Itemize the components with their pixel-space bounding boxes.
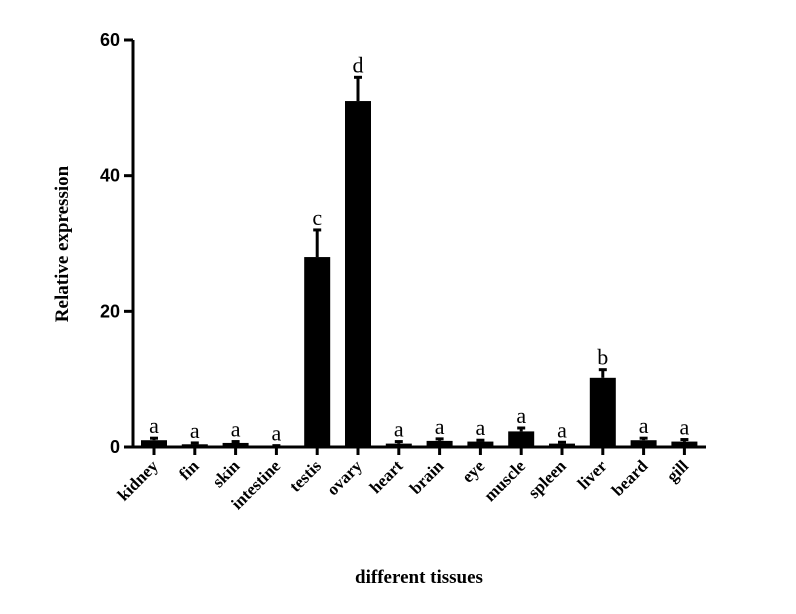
x-tick-label: muscle — [480, 456, 529, 505]
significance-label: a — [394, 417, 404, 442]
significance-label: d — [353, 52, 364, 77]
bar-skin — [222, 442, 249, 447]
x-tick-label: spleen — [524, 456, 570, 502]
x-tick-label: ovary — [323, 456, 366, 499]
significance-label: a — [680, 415, 690, 440]
y-axis-title: Relative expression — [52, 165, 73, 322]
x-tick-label: gill — [663, 456, 693, 486]
significance-label: b — [597, 345, 608, 370]
y-tick-label: 40 — [100, 166, 120, 186]
x-tick-label: brain — [406, 456, 448, 498]
y-tick-label: 0 — [110, 437, 120, 457]
significance-label: a — [231, 417, 241, 442]
bar-eye — [467, 441, 494, 447]
bar-beard — [630, 440, 657, 447]
x-tick-label: testis — [286, 456, 326, 496]
bar-brain — [426, 440, 453, 447]
y-axis: 0 20 40 60 — [100, 30, 135, 457]
significance-label: a — [272, 421, 282, 446]
significance-label: a — [190, 418, 200, 443]
significance-label: a — [435, 414, 445, 439]
y-tick-label: 60 — [100, 30, 120, 50]
bar-heart — [385, 443, 412, 447]
bar-muscle — [508, 431, 535, 447]
x-tick-label: skin — [209, 456, 244, 491]
y-tick-label: 20 — [100, 301, 120, 321]
significance-label: a — [476, 415, 486, 440]
bar-testis — [304, 257, 331, 447]
x-axis-title: different tissues — [355, 567, 483, 588]
bar-ovary — [345, 101, 371, 448]
x-tick-label: beard — [608, 456, 652, 500]
bars: a a a a c d a a a a a b a a — [141, 52, 698, 448]
significance-label: a — [557, 417, 567, 442]
significance-label: c — [312, 205, 322, 230]
x-tick-label: liver — [574, 456, 611, 493]
bar-liver — [589, 377, 616, 447]
x-tick-label: eye — [458, 456, 488, 486]
x-tick-label: kidney — [114, 456, 163, 505]
significance-label: a — [516, 403, 526, 428]
significance-label: a — [639, 413, 649, 438]
bar-kidney — [141, 440, 167, 447]
bar-spleen — [549, 443, 575, 447]
x-tick-label: fin — [175, 456, 203, 484]
significance-label: a — [149, 413, 159, 438]
bar-gill — [671, 441, 698, 447]
x-tick-label: heart — [366, 456, 407, 497]
